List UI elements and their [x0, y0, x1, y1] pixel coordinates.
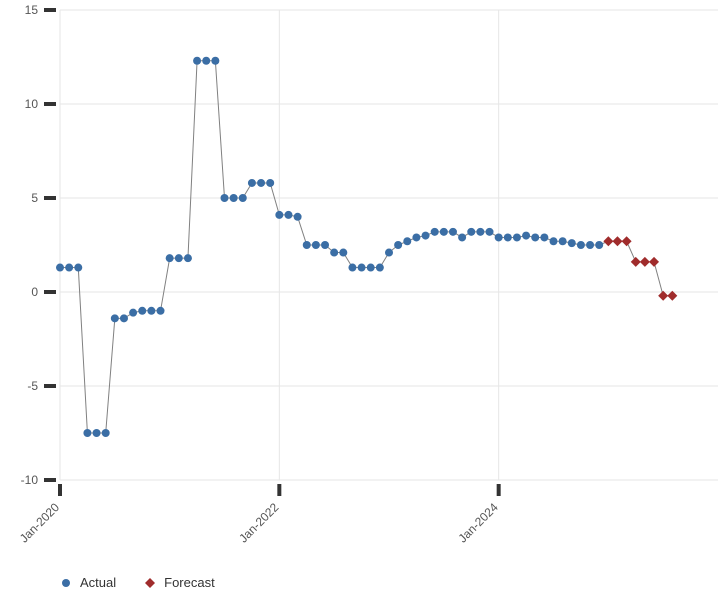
time-series-chart: -10-5051015Jan-2020Jan-2022Jan-2024 Actu…: [0, 0, 728, 600]
actual-point: [147, 307, 155, 315]
actual-point: [129, 309, 137, 317]
actual-point: [531, 233, 539, 241]
actual-point: [221, 194, 229, 202]
actual-point: [56, 264, 64, 272]
actual-point: [403, 237, 411, 245]
actual-point: [467, 228, 475, 236]
actual-point: [284, 211, 292, 219]
actual-point: [138, 307, 146, 315]
actual-point: [248, 179, 256, 187]
actual-point: [458, 233, 466, 241]
actual-point: [550, 237, 558, 245]
circle-icon: [60, 577, 72, 589]
actual-point: [65, 264, 73, 272]
actual-point: [166, 254, 174, 262]
actual-point: [422, 232, 430, 240]
actual-point: [93, 429, 101, 437]
actual-point: [74, 264, 82, 272]
actual-point: [385, 249, 393, 257]
actual-point: [102, 429, 110, 437]
actual-point: [184, 254, 192, 262]
actual-point: [193, 57, 201, 65]
actual-point: [440, 228, 448, 236]
actual-point: [486, 228, 494, 236]
actual-point: [513, 233, 521, 241]
actual-point: [358, 264, 366, 272]
actual-point: [111, 314, 119, 322]
y-tick-label: 15: [25, 3, 39, 17]
actual-point: [83, 429, 91, 437]
actual-point: [339, 249, 347, 257]
legend-item: Actual: [60, 575, 116, 590]
actual-point: [412, 233, 420, 241]
actual-point: [495, 233, 503, 241]
actual-point: [321, 241, 329, 249]
y-tick-label: 10: [25, 97, 39, 111]
actual-point: [303, 241, 311, 249]
actual-point: [595, 241, 603, 249]
actual-point: [431, 228, 439, 236]
actual-point: [367, 264, 375, 272]
actual-point: [257, 179, 265, 187]
actual-point: [376, 264, 384, 272]
actual-point: [266, 179, 274, 187]
y-tick-label: -5: [27, 379, 38, 393]
actual-point: [120, 314, 128, 322]
legend-label: Forecast: [164, 575, 215, 590]
actual-point: [577, 241, 585, 249]
actual-point: [394, 241, 402, 249]
y-tick-label: 5: [31, 191, 38, 205]
diamond-icon: [144, 577, 156, 589]
actual-point: [504, 233, 512, 241]
actual-point: [348, 264, 356, 272]
actual-point: [230, 194, 238, 202]
actual-point: [294, 213, 302, 221]
actual-point: [330, 249, 338, 257]
actual-point: [239, 194, 247, 202]
actual-point: [522, 232, 530, 240]
actual-point: [202, 57, 210, 65]
actual-point: [211, 57, 219, 65]
actual-point: [175, 254, 183, 262]
legend-item: Forecast: [144, 575, 215, 590]
legend: Actual Forecast: [60, 575, 215, 590]
actual-point: [559, 237, 567, 245]
legend-label: Actual: [80, 575, 116, 590]
actual-point: [275, 211, 283, 219]
actual-point: [449, 228, 457, 236]
chart-canvas: -10-5051015Jan-2020Jan-2022Jan-2024: [0, 0, 728, 600]
actual-point: [568, 239, 576, 247]
y-tick-label: 0: [31, 285, 38, 299]
actual-point: [157, 307, 165, 315]
actual-point: [586, 241, 594, 249]
actual-point: [540, 233, 548, 241]
y-tick-label: -10: [21, 473, 39, 487]
actual-point: [312, 241, 320, 249]
actual-point: [476, 228, 484, 236]
